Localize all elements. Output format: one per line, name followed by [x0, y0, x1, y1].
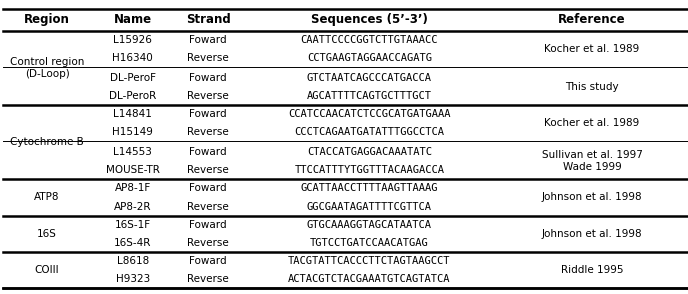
- Text: Reverse: Reverse: [187, 201, 229, 211]
- Text: Reverse: Reverse: [187, 274, 229, 284]
- Text: Reverse: Reverse: [187, 91, 229, 101]
- Text: L14553: L14553: [114, 147, 152, 157]
- Text: Kocher et al. 1989: Kocher et al. 1989: [544, 44, 640, 54]
- Text: Region: Region: [24, 13, 70, 26]
- Text: Johnson et al. 1998: Johnson et al. 1998: [541, 193, 643, 203]
- Text: Foward: Foward: [189, 35, 227, 45]
- Text: H16340: H16340: [112, 53, 153, 63]
- Text: GTGCAAAGGTAGCATAATCA: GTGCAAAGGTAGCATAATCA: [307, 220, 432, 230]
- Text: Cytochrome B: Cytochrome B: [10, 137, 84, 147]
- Text: Sequences (5’-3’): Sequences (5’-3’): [311, 13, 428, 26]
- Text: Name: Name: [114, 13, 152, 26]
- Text: TACGTATTCACCCTTCTAGTAAGCCT: TACGTATTCACCCTTCTAGTAAGCCT: [288, 256, 451, 266]
- Text: Reverse: Reverse: [187, 127, 229, 137]
- Text: CCCTCAGAATGATATTTGGCCTCA: CCCTCAGAATGATATTTGGCCTCA: [294, 127, 444, 137]
- Text: Reverse: Reverse: [187, 238, 229, 248]
- Text: Control region
(D-Loop): Control region (D-Loop): [10, 57, 84, 78]
- Text: CCTGAAGTAGGAACCAGATG: CCTGAAGTAGGAACCAGATG: [307, 53, 432, 63]
- Text: Strand: Strand: [186, 13, 230, 26]
- Text: Kocher et al. 1989: Kocher et al. 1989: [544, 118, 640, 128]
- Text: Reverse: Reverse: [187, 53, 229, 63]
- Text: AGCATTTTCAGTGCTTTGCT: AGCATTTTCAGTGCTTTGCT: [307, 91, 432, 101]
- Text: Foward: Foward: [189, 220, 227, 230]
- Text: CAATTCCCCGGTCTTGTAAACC: CAATTCCCCGGTCTTGTAAACC: [301, 35, 438, 45]
- Text: H9323: H9323: [116, 274, 150, 284]
- Text: L15926: L15926: [114, 35, 152, 45]
- Text: DL-PeroR: DL-PeroR: [109, 91, 156, 101]
- Text: Foward: Foward: [189, 183, 227, 193]
- Text: Foward: Foward: [189, 256, 227, 266]
- Text: TTCCATTTYTGGTTTACAAGACCA: TTCCATTTYTGGTTTACAAGACCA: [294, 165, 444, 175]
- Text: GCATTAACCTTTTAAGTTAAAG: GCATTAACCTTTTAAGTTAAAG: [301, 183, 438, 193]
- Text: ATP8: ATP8: [34, 193, 60, 203]
- Text: COIII: COIII: [35, 265, 59, 275]
- Text: CTACCATGAGGACAAATATC: CTACCATGAGGACAAATATC: [307, 147, 432, 157]
- Text: Foward: Foward: [189, 73, 227, 83]
- Text: ACTACGTCTACGAAATGTCAGTATCA: ACTACGTCTACGAAATGTCAGTATCA: [288, 274, 451, 284]
- Text: Foward: Foward: [189, 147, 227, 157]
- Text: GGCGAATAGATTTTCGTTCA: GGCGAATAGATTTTCGTTCA: [307, 201, 432, 211]
- Text: Riddle 1995: Riddle 1995: [561, 265, 623, 275]
- Text: Reference: Reference: [558, 13, 626, 26]
- Text: This study: This study: [566, 82, 619, 92]
- Text: Sullivan et al. 1997
Wade 1999: Sullivan et al. 1997 Wade 1999: [541, 150, 643, 172]
- Text: CCATCCAACATCTCCGCATGATGAAA: CCATCCAACATCTCCGCATGATGAAA: [288, 109, 451, 119]
- Text: H15149: H15149: [112, 127, 153, 137]
- Text: DL-PeroF: DL-PeroF: [110, 73, 155, 83]
- Text: 16S: 16S: [37, 229, 57, 239]
- Text: Reverse: Reverse: [187, 165, 229, 175]
- Text: Foward: Foward: [189, 109, 227, 119]
- Text: 16S-1F: 16S-1F: [115, 220, 151, 230]
- Text: TGTCCTGATCCAACATGAG: TGTCCTGATCCAACATGAG: [310, 238, 429, 248]
- Text: AP8-1F: AP8-1F: [115, 183, 151, 193]
- Text: Johnson et al. 1998: Johnson et al. 1998: [541, 229, 643, 239]
- Text: 16S-4R: 16S-4R: [114, 238, 151, 248]
- Text: L8618: L8618: [117, 256, 149, 266]
- Text: MOUSE-TR: MOUSE-TR: [106, 165, 160, 175]
- Text: AP8-2R: AP8-2R: [114, 201, 151, 211]
- Text: L14841: L14841: [114, 109, 152, 119]
- Text: GTCTAATCAGCCCATGACCA: GTCTAATCAGCCCATGACCA: [307, 73, 432, 83]
